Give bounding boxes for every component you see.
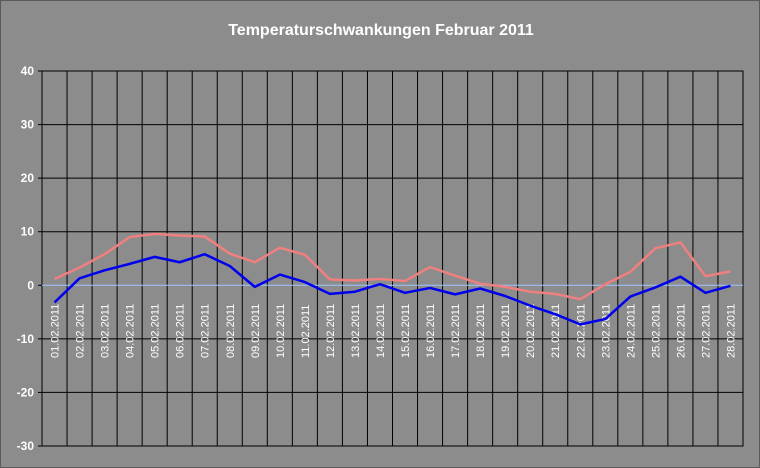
x-tick-label: 03.02.2011: [100, 304, 112, 358]
x-tick-label: 24.02.2011: [625, 304, 637, 358]
y-tick-label: 20: [21, 171, 35, 185]
x-tick-label: 20.02.2011: [525, 304, 537, 358]
y-tick-label: 40: [21, 64, 35, 78]
x-tick-label: 18.02.2011: [475, 304, 487, 358]
series-layer: [53, 232, 731, 326]
x-tick-label: 06.02.2011: [175, 304, 187, 358]
x-tick-label: 10.02.2011: [275, 304, 287, 358]
x-tick-label: 26.02.2011: [675, 304, 687, 358]
x-tick-label: 05.02.2011: [150, 304, 162, 358]
x-tick-label: 02.02.2011: [75, 304, 87, 358]
y-tick-label: -10: [17, 332, 35, 346]
x-tick-label: 23.02.2011: [600, 304, 612, 358]
vertical-gridlines: [66, 71, 719, 446]
x-tick-label: 01.02.2011: [50, 304, 62, 358]
x-axis-ticks: 01.02.2011 02.02.2011 03.02.2011 04.02.2011…: [50, 304, 738, 358]
x-tick-label: 27.02.2011: [700, 304, 712, 358]
x-tick-label: 09.02.2011: [250, 304, 262, 358]
x-tick-label: 14.02.2011: [375, 304, 387, 358]
horizontal-gridlines: [42, 124, 743, 393]
series-line-2: [53, 252, 731, 326]
y-tick-label: 0: [27, 278, 34, 292]
x-tick-label: 13.02.2011: [350, 304, 362, 358]
y-tick-label: -30: [17, 439, 35, 453]
x-tick-label: 19.02.2011: [500, 304, 512, 358]
x-tick-label: 16.02.2011: [425, 304, 437, 358]
x-tick-label: 12.02.2011: [325, 304, 337, 358]
y-tick-label: -20: [17, 385, 35, 399]
y-tick-label: 10: [21, 225, 35, 239]
x-tick-label: 22.02.2011: [575, 304, 587, 358]
x-tick-label: 04.02.2011: [125, 304, 137, 358]
chart-title: Temperaturschwankungen Februar 2011: [228, 22, 534, 39]
x-tick-label: 11.02.2011: [300, 305, 312, 358]
series-line-1: [54, 232, 731, 301]
x-tick-label: 15.02.2011: [400, 304, 412, 358]
y-axis-ticks: 40 30 20 10 0 -10 -20 -30: [17, 64, 42, 453]
x-tick-label: 17.02.2011: [450, 304, 462, 358]
x-tick-label: 21.02.2011: [550, 304, 562, 358]
x-tick-label: 28.02.2011: [725, 304, 737, 358]
x-tick-label: 08.02.2011: [225, 304, 237, 358]
x-tick-label: 07.02.2011: [200, 304, 212, 358]
x-tick-label: 25.02.2011: [650, 304, 662, 358]
y-tick-label: 30: [21, 118, 35, 132]
